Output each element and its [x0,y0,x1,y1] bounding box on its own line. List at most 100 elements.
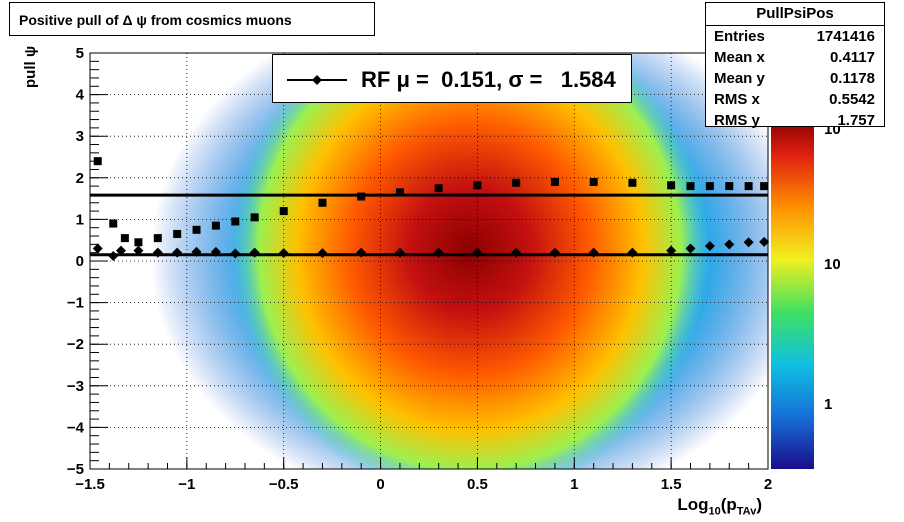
rms-square-marker [550,177,559,186]
rms-square-marker [109,219,118,228]
stats-label: Mean x [714,49,765,66]
stats-value: 0.5542 [829,91,875,108]
mean-diamond-marker [249,247,260,258]
rms-square-marker [120,234,129,243]
x-axis-title: Log10(pTAv) [677,495,762,518]
stats-label: Mean y [714,70,765,87]
x-tick-label: 1 [570,476,578,493]
rms-square-marker [725,182,734,191]
mean-diamond-marker [317,248,328,259]
mean-diamond-marker [230,248,241,259]
heatmap-body [90,53,768,469]
stats-label: RMS y [714,112,760,129]
stats-value: 1.757 [837,112,875,129]
rms-square-marker [434,184,443,193]
rms-square-marker [473,181,482,190]
mean-diamond-marker [394,247,405,258]
y-tick-label: −2 [67,336,84,353]
chart-title: Positive pull of Δ ψ from cosmics muons [9,2,375,36]
mean-diamond-marker [743,237,754,248]
x-tick-label: 1.5 [661,476,682,493]
mean-diamond-marker [549,247,560,258]
rms-square-marker [589,177,598,186]
legend-label: RF μ = 0.151, σ = 1.584 [361,67,616,92]
rms-square-marker [153,234,162,243]
y-tick-label: −4 [67,419,85,436]
mean-diamond-marker [472,247,483,258]
rms-square-marker [357,192,366,201]
rms-square-marker [134,238,143,247]
rms-square-marker [628,178,637,187]
y-tick-label: −3 [67,378,84,395]
mean-diamond-marker [511,247,522,258]
z-tick-label: 10 [824,256,841,273]
mean-diamond-marker [115,245,126,256]
stats-label: RMS x [714,91,760,108]
y-tick-label: 5 [76,45,84,62]
y-tick-label: 1 [76,211,84,228]
stats-name: PullPsiPos [706,3,884,26]
mean-diamond-marker [433,247,444,258]
y-tick-label: 2 [76,170,84,187]
z-tick-label: 1 [824,396,832,413]
mean-diamond-marker [666,245,677,256]
x-tick-label: −0.5 [269,476,299,493]
rms-square-marker [760,182,769,191]
y-tick-label: −5 [67,461,84,478]
rms-square-marker [744,182,753,191]
rms-square-marker [250,213,259,222]
rms-square-marker [512,178,521,187]
y-tick-label: −1 [67,295,84,312]
rms-square-marker [279,207,288,216]
markers [92,157,770,262]
mean-diamond-marker [759,236,770,247]
stats-value: 0.4117 [829,49,875,66]
mean-diamond-marker [685,243,696,254]
fit-lines [90,193,768,257]
rms-square-marker [318,198,327,207]
mean-diamond-marker [627,247,638,258]
rms-square-marker [395,188,404,197]
mean-diamond-marker [172,247,183,258]
stats-value: 0.1178 [829,70,875,87]
y-axis-title: pull ψ [22,45,39,88]
rms-square-marker [93,157,102,166]
mean-diamond-marker [356,247,367,258]
rms-square-marker [192,225,201,234]
stats-row: RMS x 0.5542 [706,89,884,110]
stats-value: 1741416 [816,28,875,45]
x-tick-label: 0 [376,476,384,493]
mean-diamond-marker [588,247,599,258]
color-scale-bar [771,120,814,469]
stats-row: Entries 1741416 [706,26,884,47]
mean-diamond-marker [92,243,103,254]
stats-box: PullPsiPos Entries 1741416 Mean x 0.4117… [705,2,885,129]
stats-row: Mean x 0.4117 [706,47,884,68]
rms-square-marker [211,221,220,230]
stats-row: Mean y 0.1178 [706,68,884,89]
axis-ticks: −1.5 −1 −0.5 0 0.5 1 1.5 2 5 4 3 2 1 0 −1 −2 −3 −4 −5 [67,45,772,493]
stats-row: RMS y 1.757 [706,110,884,131]
mean-diamond-marker [108,251,119,262]
mean-diamond-marker [191,246,202,257]
x-tick-label: −1.5 [75,476,105,493]
y-tick-label: 3 [76,128,84,145]
rms-square-marker [686,182,695,191]
grid [90,53,768,469]
x-tick-label: 0.5 [467,476,488,493]
mean-diamond-marker [133,245,144,256]
rms-square-marker [173,229,182,238]
mean-diamond-marker [724,239,735,250]
mean-diamond-marker [210,246,221,257]
y-tick-label: 0 [76,253,84,270]
y-tick-label: 4 [76,87,85,104]
legend-marker-icon [287,75,347,85]
rms-square-marker [705,182,714,191]
mean-diamond-marker [152,247,163,258]
legend: RF μ = 0.151, σ = 1.584 [272,54,632,103]
rms-square-marker [667,181,676,190]
stats-label: Entries [714,28,765,45]
rms-square-marker [231,217,240,226]
mean-diamond-marker [704,241,715,252]
